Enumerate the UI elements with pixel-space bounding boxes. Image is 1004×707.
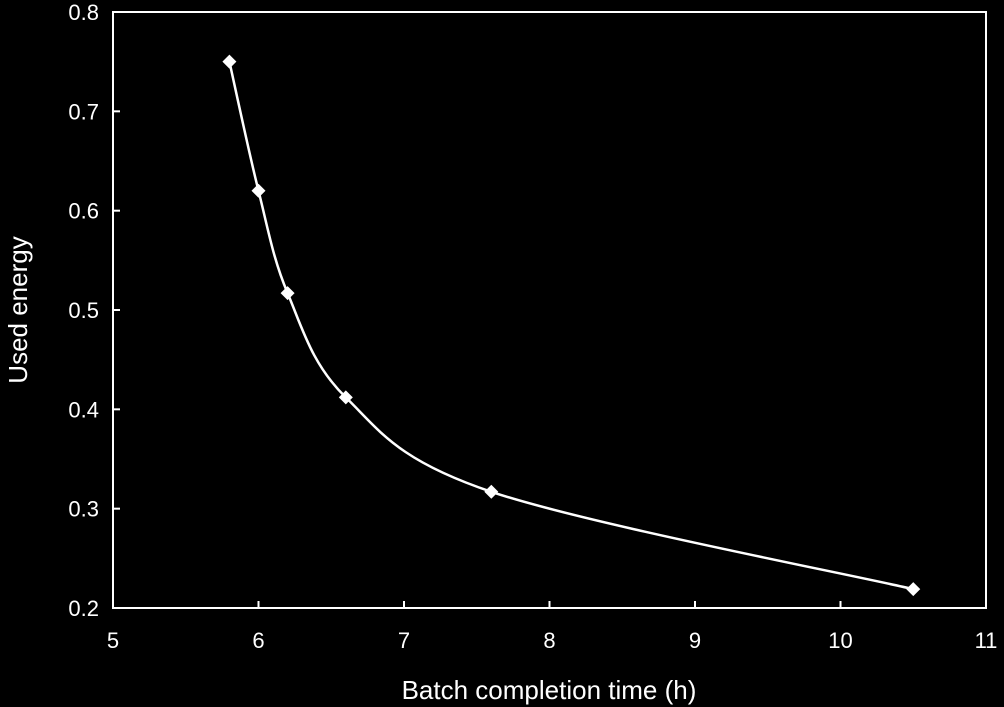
x-tick-label-2: 7 (398, 628, 410, 653)
data-point-0 (222, 54, 237, 69)
x-tick-label-3: 8 (543, 628, 555, 653)
data-point-1 (251, 183, 266, 198)
data-point-4 (484, 484, 499, 499)
data-point-5 (906, 582, 921, 597)
y-tick-label-1: 0.3 (68, 497, 99, 522)
y-tick-label-6: 0.8 (68, 0, 99, 25)
x-axis-title: Batch completion time (h) (402, 675, 697, 705)
x-tick-label-1: 6 (252, 628, 264, 653)
data-point-3 (338, 390, 353, 405)
y-tick-label-3: 0.5 (68, 298, 99, 323)
y-tick-label-0: 0.2 (68, 596, 99, 621)
x-tick-label-4: 9 (689, 628, 701, 653)
y-tick-label-5: 0.7 (68, 99, 99, 124)
y-tick-label-2: 0.4 (68, 397, 99, 422)
y-tick-label-4: 0.6 (68, 199, 99, 224)
x-tick-label-5: 10 (828, 628, 852, 653)
axis-ticks (112, 11, 987, 609)
plot-area (112, 11, 987, 609)
data-point-2 (280, 286, 295, 301)
x-tick-label-0: 5 (107, 628, 119, 653)
y-axis-title: Used energy (3, 236, 33, 383)
x-tick-label-6: 11 (975, 628, 998, 653)
tick-labels: 5 6 7 8 9 10 11 0.2 0.3 0.4 0.5 0.6 0.7 0.8 (68, 0, 997, 653)
data-markers (222, 54, 921, 597)
